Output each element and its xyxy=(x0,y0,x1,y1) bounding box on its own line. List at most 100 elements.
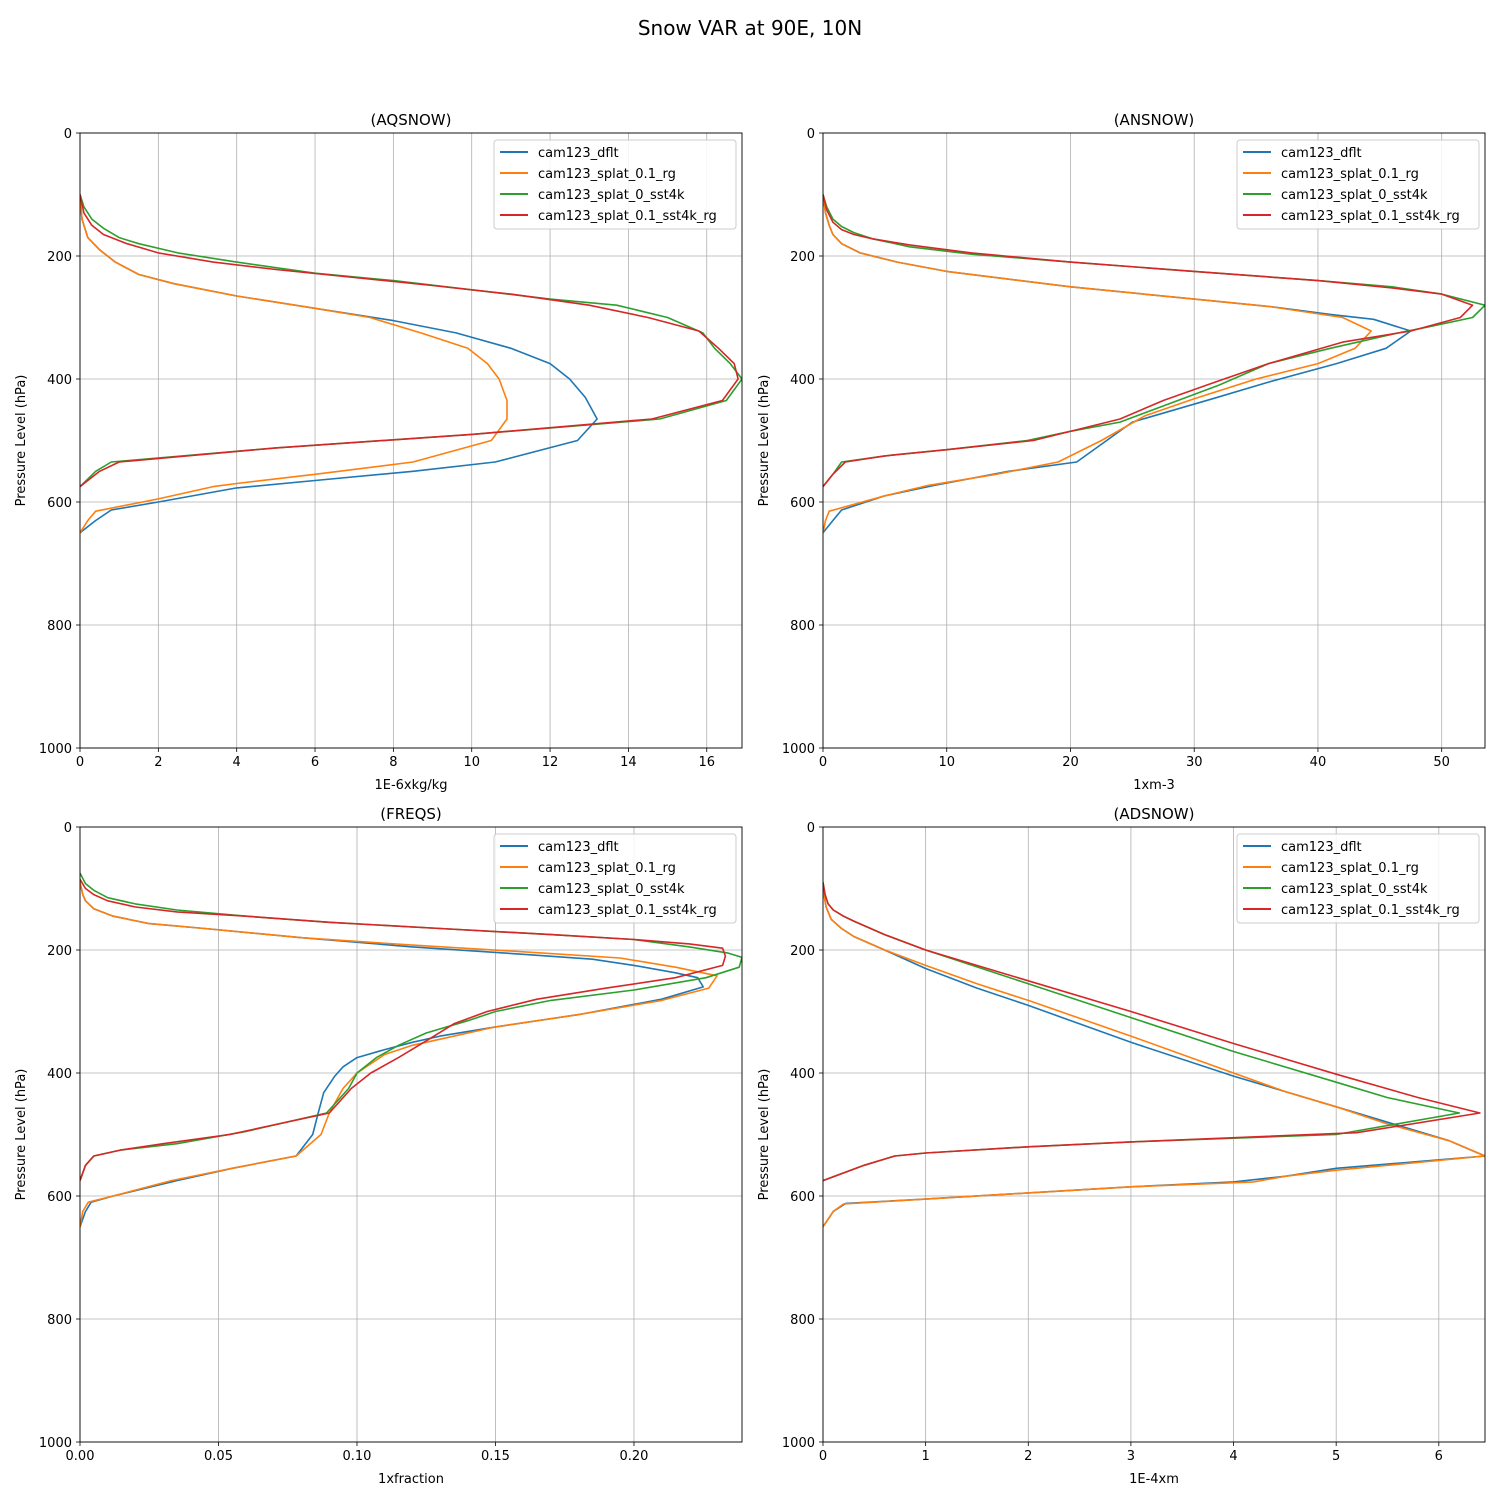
y-tick-label: 0 xyxy=(64,127,72,142)
panel-title: (ADSNOW) xyxy=(1114,805,1195,823)
x-tick-label: 3 xyxy=(1127,1449,1135,1464)
x-axis-label: 1xm-3 xyxy=(1133,778,1175,793)
y-tick-label: 1000 xyxy=(782,1436,815,1451)
x-tick-label: 0 xyxy=(819,755,827,770)
y-tick-label: 1000 xyxy=(39,742,72,757)
y-tick-label: 800 xyxy=(790,619,815,634)
y-axis-label: Pressure Level (hPa) xyxy=(14,375,29,507)
chart-panel-1: 0 2 4 6 8 10 12 14 16 0 200 400 600 800 1000 (AQSNOW) 1E… xyxy=(14,111,743,793)
series-line-cam123-splat-0-1-rg xyxy=(823,194,1372,533)
series-line-cam123-splat-0-1-sst4k-rg xyxy=(823,882,1481,1182)
x-tick-label: 1 xyxy=(921,1449,929,1464)
x-tick-label: 0.20 xyxy=(619,1449,648,1464)
x-tick-label: 0 xyxy=(76,755,84,770)
x-tick-label: 8 xyxy=(389,755,397,770)
y-tick-label: 600 xyxy=(47,496,72,511)
x-axis-label: 1xfraction xyxy=(378,1472,444,1487)
panel-title: (ANSNOW) xyxy=(1114,111,1195,129)
x-tick-label: 10 xyxy=(938,755,955,770)
series-line-cam123-splat-0-sst4k xyxy=(823,194,1485,488)
legend-label: cam123_splat_0.1_rg xyxy=(1281,167,1419,182)
legend-label: cam123_dflt xyxy=(1281,146,1362,161)
chart-panel-2: 0 10 20 30 40 50 0 200 400 600 800 1000 (ANSNOW) 1xm-… xyxy=(757,111,1486,793)
x-axis-label: 1E-6xkg/kg xyxy=(374,778,447,793)
legend-label: cam123_dflt xyxy=(1281,840,1362,855)
y-tick-label: 400 xyxy=(790,373,815,388)
x-tick-label: 5 xyxy=(1332,1449,1340,1464)
panel-title: (FREQS) xyxy=(380,805,442,823)
legend-label: cam123_splat_0.1_rg xyxy=(538,861,676,876)
legend-label: cam123_splat_0.1_rg xyxy=(538,167,676,182)
legend-label: cam123_dflt xyxy=(538,146,619,161)
y-axis-label: Pressure Level (hPa) xyxy=(757,375,772,507)
legend: cam123_dflt cam123_splat_0.1_rg cam123_spl… xyxy=(1236,833,1480,924)
y-tick-label: 600 xyxy=(47,1190,72,1205)
axes-frame xyxy=(79,826,743,1443)
series-line-cam123-dflt xyxy=(823,882,1485,1228)
legend: cam123_dflt cam123_splat_0.1_rg cam123_spl… xyxy=(1236,139,1480,230)
series-line-cam123-dflt xyxy=(80,194,598,534)
legend-label: cam123_splat_0.1_sst4k_rg xyxy=(1281,209,1460,224)
y-tick-label: 0 xyxy=(807,127,815,142)
y-tick-label: 800 xyxy=(47,619,72,634)
legend-label: cam123_splat_0.1_rg xyxy=(1281,861,1419,876)
x-axis-label: 1E-4xm xyxy=(1129,1472,1179,1487)
legend-box xyxy=(1236,139,1480,230)
y-tick-label: 1000 xyxy=(39,1436,72,1451)
legend-label: cam123_splat_0.1_sst4k_rg xyxy=(1281,903,1460,918)
legend-label: cam123_splat_0_sst4k xyxy=(538,882,685,897)
legend-box xyxy=(1236,833,1480,924)
y-tick-label: 400 xyxy=(790,1067,815,1082)
y-tick-label: 600 xyxy=(790,1190,815,1205)
series-line-cam123-splat-0-sst4k xyxy=(80,194,742,488)
series-line-cam123-splat-0-1-sst4k-rg xyxy=(823,194,1474,488)
series-line-cam123-splat-0-1-rg xyxy=(80,194,508,534)
x-tick-label: 12 xyxy=(542,755,559,770)
legend: cam123_dflt cam123_splat_0.1_rg cam123_spl… xyxy=(493,833,737,924)
figure-title: Snow VAR at 90E, 10N xyxy=(637,16,863,40)
x-tick-label: 4 xyxy=(1229,1449,1237,1464)
x-tick-label: 0.15 xyxy=(481,1449,510,1464)
x-tick-label: 10 xyxy=(463,755,480,770)
y-tick-label: 800 xyxy=(790,1313,815,1328)
y-tick-label: 1000 xyxy=(782,742,815,757)
panel-title: (AQSNOW) xyxy=(371,111,452,129)
y-tick-label: 200 xyxy=(790,250,815,265)
x-tick-label: 20 xyxy=(1062,755,1079,770)
y-tick-label: 600 xyxy=(790,496,815,511)
x-tick-label: 30 xyxy=(1186,755,1203,770)
x-tick-label: 16 xyxy=(698,755,715,770)
axes-frame xyxy=(822,826,1486,1443)
series-line-cam123-dflt xyxy=(80,882,704,1228)
chart-panel-4: 0 1 2 3 4 5 6 0 200 400 600 800 1000 (ADSNOW) 1E-4xm Pr… xyxy=(757,805,1486,1487)
y-axis-label: Pressure Level (hPa) xyxy=(14,1069,29,1201)
legend-label: cam123_dflt xyxy=(538,840,619,855)
y-axis-label: Pressure Level (hPa) xyxy=(757,1069,772,1201)
x-tick-label: 6 xyxy=(311,755,319,770)
series-line-cam123-splat-0-1-rg xyxy=(823,882,1485,1228)
series-line-cam123-splat-0-1-sst4k-rg xyxy=(80,878,727,1181)
axes-frame xyxy=(79,132,743,749)
x-tick-label: 6 xyxy=(1435,1449,1443,1464)
y-tick-label: 200 xyxy=(47,250,72,265)
axes-frame xyxy=(822,132,1486,749)
x-tick-label: 0.10 xyxy=(343,1449,372,1464)
legend-label: cam123_splat_0_sst4k xyxy=(538,188,685,203)
legend-label: cam123_splat_0.1_sst4k_rg xyxy=(538,903,717,918)
x-tick-label: 40 xyxy=(1310,755,1327,770)
y-tick-label: 200 xyxy=(790,944,815,959)
legend-box xyxy=(493,833,737,924)
x-tick-label: 0.00 xyxy=(66,1449,95,1464)
y-tick-label: 400 xyxy=(47,373,72,388)
x-tick-label: 2 xyxy=(154,755,162,770)
x-tick-label: 50 xyxy=(1433,755,1450,770)
y-tick-label: 200 xyxy=(47,944,72,959)
y-tick-label: 0 xyxy=(64,821,72,836)
y-tick-label: 400 xyxy=(47,1067,72,1082)
x-tick-label: 2 xyxy=(1024,1449,1032,1464)
x-tick-label: 4 xyxy=(233,755,241,770)
series-line-cam123-splat-0-1-rg xyxy=(80,882,718,1227)
x-tick-label: 0 xyxy=(819,1449,827,1464)
x-tick-label: 14 xyxy=(620,755,637,770)
